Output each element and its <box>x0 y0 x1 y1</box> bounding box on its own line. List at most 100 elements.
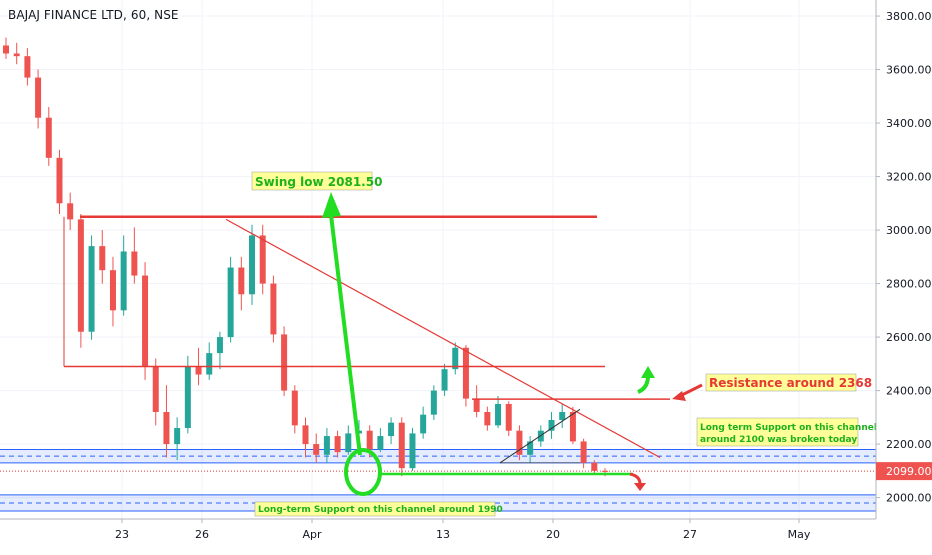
drawings <box>0 192 876 496</box>
price-tick-label: 3000.00 <box>886 224 932 237</box>
candle-body <box>591 462 598 471</box>
candle-body <box>452 347 459 370</box>
swing-low-label: Swing low 2081.50 <box>255 175 382 189</box>
price-tick-label: 3800.00 <box>886 10 932 23</box>
candle-body <box>109 270 116 311</box>
candle-body <box>323 436 330 455</box>
candle-body <box>195 366 202 375</box>
candle-body <box>35 77 42 118</box>
candle-body <box>291 390 298 426</box>
candle-body <box>441 369 448 391</box>
swing-low-circle <box>344 448 382 496</box>
last-price-label: 2099.00 <box>886 465 932 478</box>
descending-trendline <box>225 218 661 458</box>
candle-body <box>505 403 512 431</box>
down-arrow-curve <box>629 472 642 485</box>
last-price-tag <box>876 462 932 481</box>
price-tick-label: 3200.00 <box>886 171 932 184</box>
candle-body <box>206 353 213 375</box>
candle-body <box>484 411 491 426</box>
time-axis-bg <box>0 519 876 550</box>
annotations: Swing low 2081.50 Resistance around 2368 L… <box>251 171 877 517</box>
candle-body <box>77 219 84 332</box>
candle-body <box>99 246 106 271</box>
candle-body <box>495 403 502 426</box>
candle-body <box>559 411 566 421</box>
candle-body <box>602 470 608 472</box>
candle-body <box>131 251 138 276</box>
support-broken-label-2: around 2100 was broken today <box>700 435 857 445</box>
candle-body <box>398 422 405 469</box>
candle-body <box>249 235 256 295</box>
candle-body <box>377 436 384 450</box>
resistance-label: Resistance around 2368 <box>709 376 872 390</box>
candle-body <box>142 275 149 367</box>
price-tick-label: 2600.00 <box>886 331 932 344</box>
candle-body <box>163 411 170 445</box>
candle-body <box>13 53 20 57</box>
time-tick-label: May <box>788 528 811 541</box>
candle-body <box>548 420 555 431</box>
candle-body <box>216 337 223 354</box>
candle-body <box>527 441 534 455</box>
candle-body <box>184 366 191 429</box>
candle-body <box>473 398 480 412</box>
swing-arrow-shaft <box>329 214 362 456</box>
candle-body <box>3 45 9 54</box>
candles <box>3 37 608 477</box>
price-tick-label: 2800.00 <box>886 278 932 291</box>
candle-body <box>366 430 373 450</box>
resistance-arrow-head <box>672 391 686 401</box>
resistance-label-box <box>705 373 857 392</box>
candle-body <box>302 425 309 445</box>
time-tick-label: 23 <box>115 528 129 541</box>
candle-body <box>174 428 181 445</box>
long-term-support-label: Long-term Support on this channel around… <box>258 505 503 515</box>
up-arrow-head <box>641 366 655 378</box>
candle-body <box>580 441 587 463</box>
support-broken-label-1: Long term Support on this channel <box>700 423 877 433</box>
candle-body <box>24 56 31 78</box>
candle-body <box>569 411 576 442</box>
down-arrow-head <box>634 483 646 491</box>
support-bands <box>0 448 876 512</box>
candle-body <box>313 444 320 455</box>
candle-body <box>88 246 95 332</box>
price-tick-label: 2400.00 <box>886 385 932 398</box>
candle-body <box>270 283 277 335</box>
price-tick-label: 2200.00 <box>886 438 932 451</box>
candle-body <box>430 390 437 415</box>
candle-body <box>45 117 52 158</box>
up-arrow-curve <box>637 375 650 394</box>
triangle-upper <box>499 408 581 464</box>
price-tick-label: 2000.00 <box>886 492 932 505</box>
candle-body <box>462 347 469 399</box>
grid <box>0 0 876 519</box>
swing-arrow-head <box>322 192 341 218</box>
candle-body <box>238 267 245 295</box>
time-tick-label: 13 <box>436 528 450 541</box>
time-tick-label: 27 <box>683 528 697 541</box>
support-broken-box <box>696 417 859 447</box>
long-term-support-label-box <box>254 501 496 517</box>
time-tick-label: 20 <box>546 528 560 541</box>
candle-body <box>152 366 159 412</box>
price-axis-bg <box>876 0 932 550</box>
time-tick-label: Apr <box>302 528 322 541</box>
candle-body <box>120 251 127 311</box>
candle-body <box>516 430 523 455</box>
candle-body <box>259 235 266 284</box>
candle-body <box>334 436 341 453</box>
candle-body <box>281 334 288 391</box>
candle-body <box>388 422 395 437</box>
chart-title: BAJAJ FINANCE LTD, 60, NSE <box>8 8 179 22</box>
time-tick-label: 26 <box>195 528 209 541</box>
resistance-arrow-shaft <box>679 383 703 398</box>
candle-body <box>420 414 427 434</box>
swing-low-label-box <box>251 171 373 191</box>
candle-body <box>67 203 74 220</box>
price-tick-label: 3400.00 <box>886 117 932 130</box>
